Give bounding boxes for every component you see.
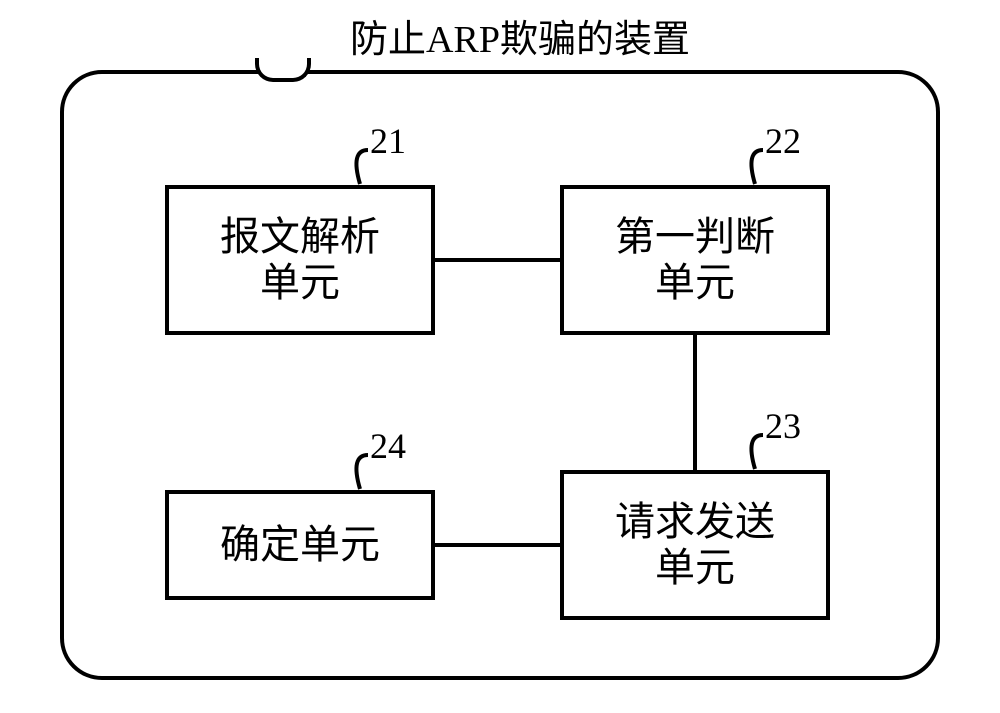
node-line2: 单元 [655,545,735,591]
node-line1: 报文解析 [220,214,380,260]
leader-23 [739,429,769,475]
leader-21 [344,144,374,190]
leader-24 [344,449,374,495]
diagram-title: 防止ARP欺骗的装置 [310,8,730,63]
node-label-21: 21 [370,120,406,162]
node-request-send-unit: 请求发送 单元 [560,470,830,620]
node-first-judgment-unit: 第一判断 单元 [560,185,830,335]
connector-21-22 [435,258,560,262]
node-line1: 请求发送 [615,499,775,545]
node-label-22: 22 [765,120,801,162]
node-line1: 第一判断 [615,214,775,260]
diagram-canvas: 防止ARP欺骗的装置 报文解析 单元 21 第一判断 单元 22 请求发送 单元… [0,0,1000,713]
title-notch [255,58,311,82]
leader-22 [739,144,769,190]
node-line2: 单元 [655,260,735,306]
connector-24-23 [435,543,560,547]
node-label-23: 23 [765,405,801,447]
node-determine-unit: 确定单元 [165,490,435,600]
node-line1: 确定单元 [220,522,380,568]
node-message-parse-unit: 报文解析 单元 [165,185,435,335]
node-line2: 单元 [260,260,340,306]
connector-22-23 [693,335,697,470]
node-label-24: 24 [370,425,406,467]
